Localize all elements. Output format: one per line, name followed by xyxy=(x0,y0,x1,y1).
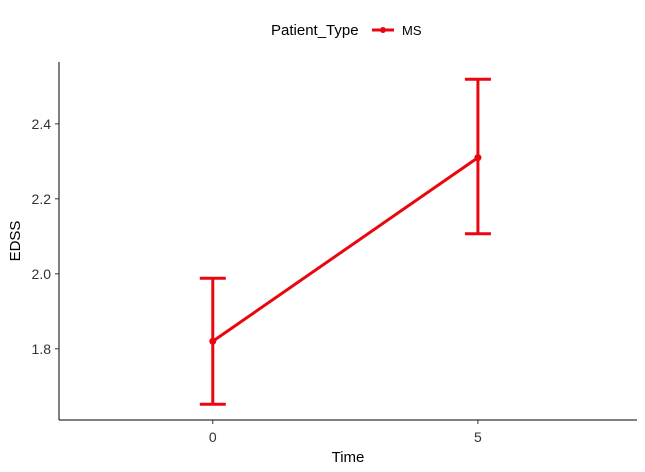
legend: Patient_Type MS xyxy=(271,22,422,39)
y-tick-label: 2.4 xyxy=(32,116,52,132)
legend-title: Patient_Type xyxy=(271,22,359,39)
x-axis-title: Time xyxy=(332,449,365,466)
legend-series-label: MS xyxy=(402,23,422,38)
series-layer xyxy=(199,77,491,406)
y-tick-label: 1.8 xyxy=(32,341,52,357)
x-tick-label: 5 xyxy=(474,429,482,445)
y-ticks: 1.8 2.0 2.2 2.4 xyxy=(32,116,59,357)
y-axis-title: EDSS xyxy=(7,221,24,262)
data-point xyxy=(209,337,217,345)
x-tick-label: 0 xyxy=(209,429,217,445)
legend-key-point xyxy=(380,27,386,33)
series-line xyxy=(211,156,479,343)
y-tick-label: 2.0 xyxy=(32,266,52,282)
y-tick-label: 2.2 xyxy=(32,191,52,207)
data-point xyxy=(474,154,482,162)
